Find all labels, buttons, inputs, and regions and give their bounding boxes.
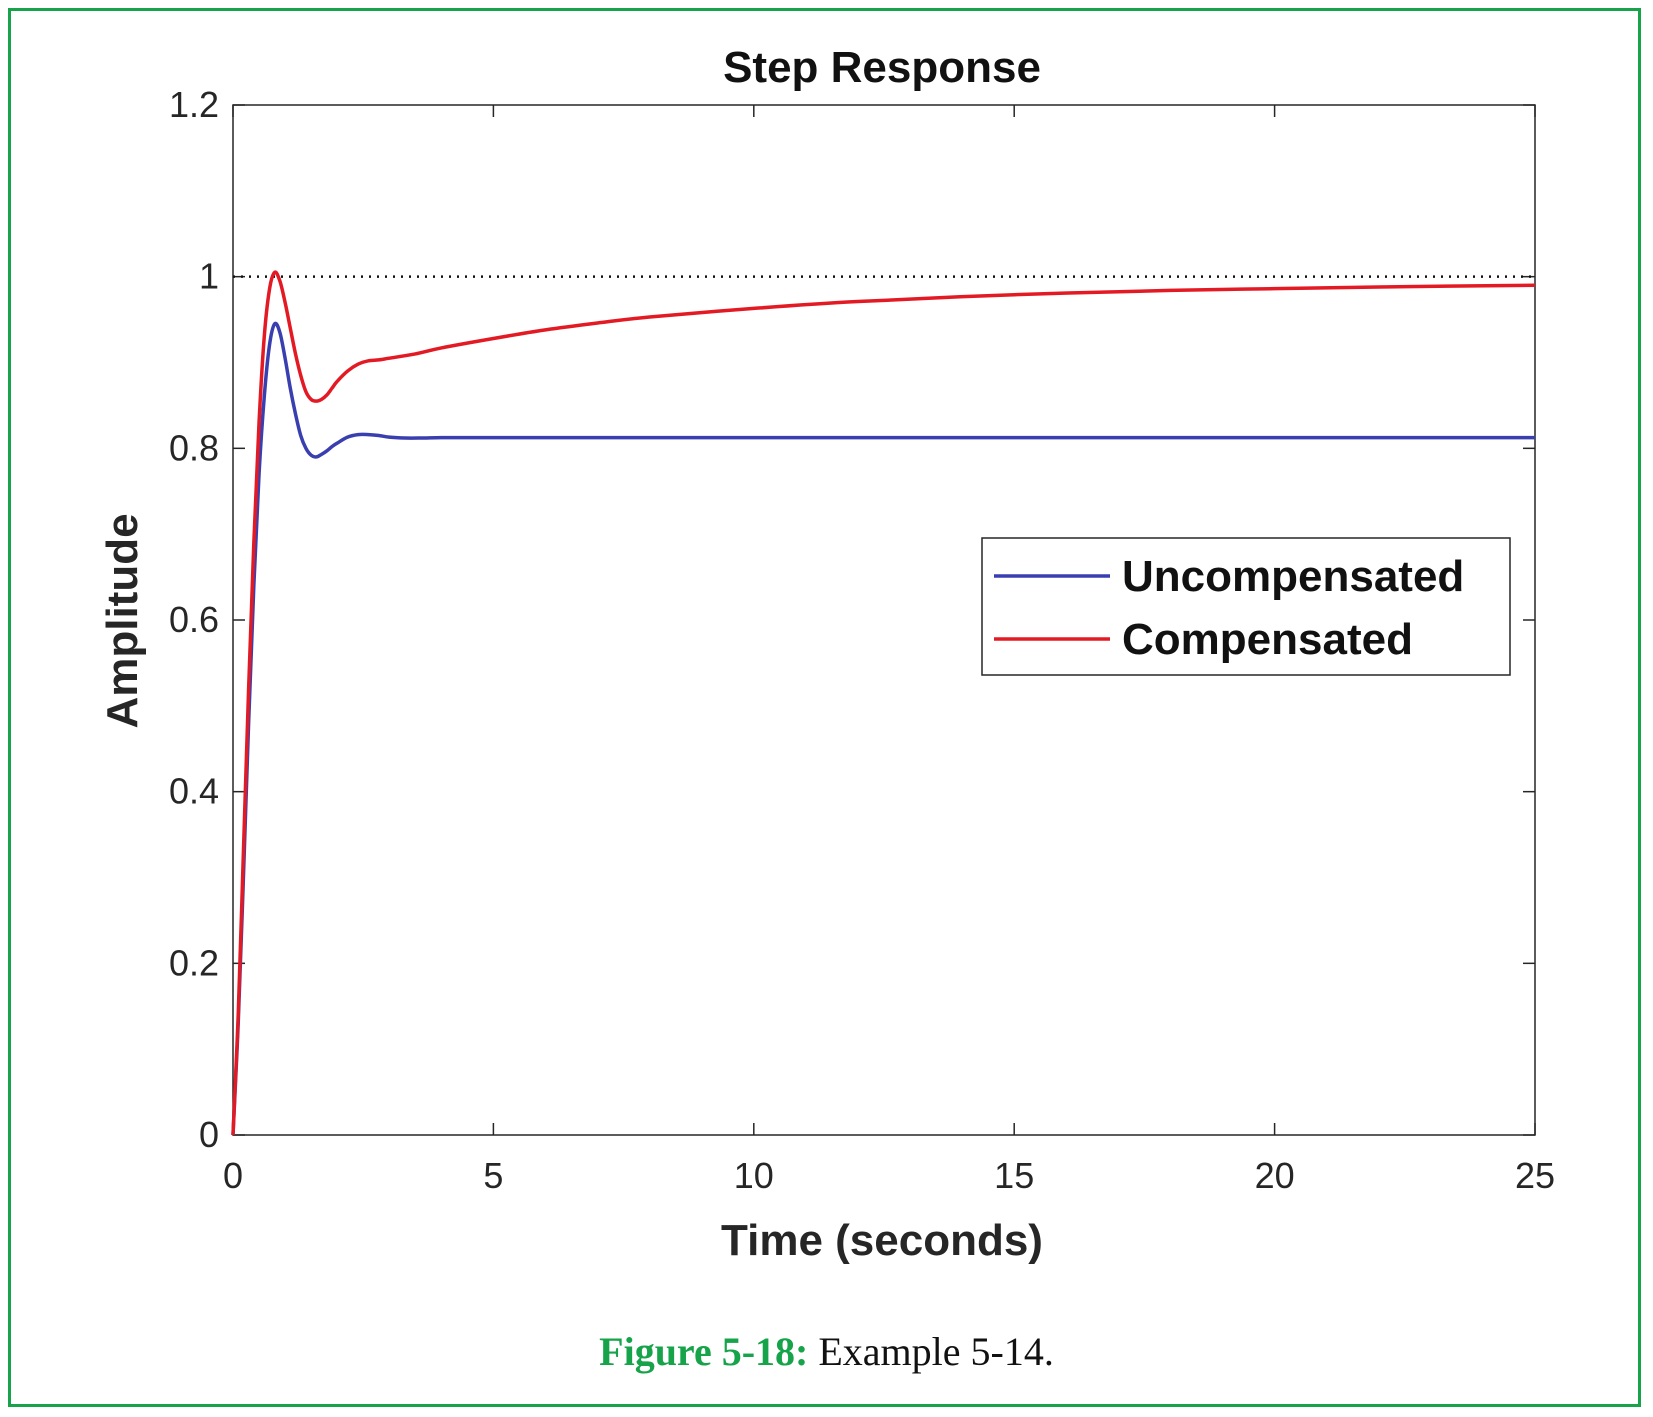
legend-label-uncompensated: Uncompensated (1122, 552, 1464, 601)
y-tick-label: 0.4 (169, 771, 219, 812)
y-tick-label: 0.6 (169, 599, 219, 640)
y-tick-label: 1 (199, 256, 219, 297)
x-tick-label: 25 (1515, 1155, 1555, 1196)
figure-number: Figure 5-18: (599, 1329, 809, 1374)
chart-title: Step Response (723, 43, 1041, 92)
figure-caption-text: Example 5-14. (818, 1329, 1054, 1374)
y-tick-label: 0.2 (169, 942, 219, 983)
y-axis-label: Amplitude (98, 513, 147, 728)
y-tick-label: 0 (199, 1114, 219, 1155)
x-axis-label: Time (seconds) (721, 1216, 1043, 1265)
series-line-uncompensated (231, 321, 1535, 1136)
legend-box (981, 537, 1511, 676)
y-tick-label: 0.8 (169, 427, 219, 468)
series-line-compensated (231, 270, 1536, 1136)
step-response-chart: Step Response Amplitude Time (seconds) 0… (98, 43, 1555, 1265)
x-tick-label: 5 (483, 1155, 503, 1196)
legend: Uncompensated Compensated (981, 537, 1511, 676)
x-tick-label: 10 (734, 1155, 774, 1196)
x-tick-label: 20 (1255, 1155, 1295, 1196)
figure-frame (8, 8, 1641, 1407)
plot-area: 0 5 10 15 20 25 0 0.2 0.4 0.6 0.8 1 1.2 (169, 84, 1555, 1196)
x-tick-label: 15 (994, 1155, 1034, 1196)
x-tick-label: 0 (223, 1155, 243, 1196)
legend-label-compensated: Compensated (1122, 615, 1413, 664)
figure-caption: Figure 5-18: Example 5-14. (0, 1328, 1653, 1375)
y-tick-label: 1.2 (169, 84, 219, 125)
